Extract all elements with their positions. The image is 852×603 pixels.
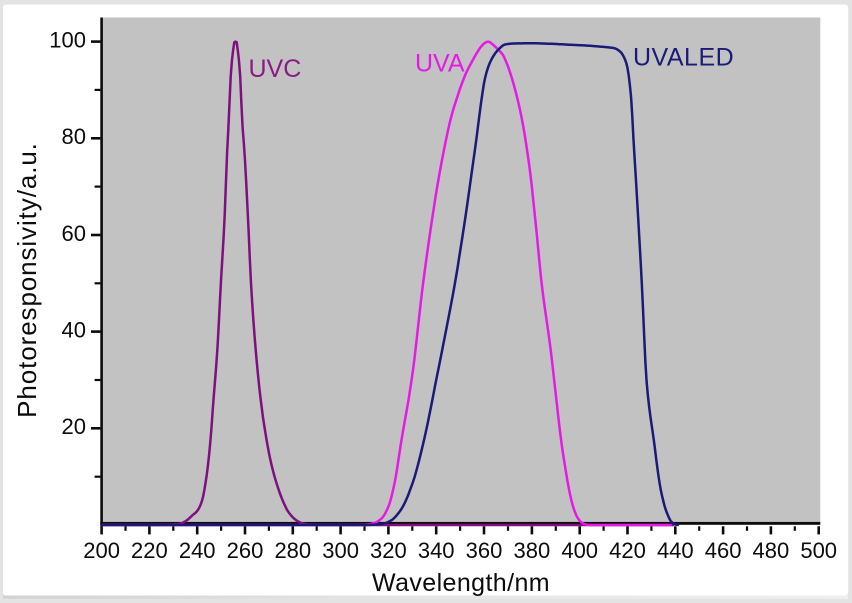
svg-text:440: 440 — [657, 538, 694, 563]
svg-text:360: 360 — [466, 538, 503, 563]
svg-text:420: 420 — [609, 538, 646, 563]
svg-text:UVC: UVC — [249, 55, 302, 83]
svg-text:500: 500 — [800, 538, 837, 563]
svg-text:Photoresponsivity/a.u.: Photoresponsivity/a.u. — [12, 142, 42, 418]
svg-text:300: 300 — [322, 538, 359, 563]
svg-text:20: 20 — [62, 414, 86, 439]
svg-text:340: 340 — [418, 538, 455, 563]
svg-text:380: 380 — [514, 538, 551, 563]
svg-text:UVA: UVA — [415, 50, 465, 78]
svg-text:320: 320 — [370, 538, 407, 563]
svg-text:80: 80 — [62, 124, 86, 149]
svg-text:UVALED: UVALED — [633, 44, 734, 72]
svg-text:100: 100 — [49, 27, 86, 52]
svg-text:480: 480 — [753, 538, 790, 563]
svg-text:460: 460 — [705, 538, 742, 563]
svg-text:40: 40 — [62, 317, 86, 342]
svg-text:240: 240 — [179, 538, 216, 563]
svg-text:200: 200 — [83, 538, 120, 563]
svg-text:400: 400 — [561, 538, 598, 563]
svg-text:260: 260 — [227, 538, 264, 563]
svg-text:280: 280 — [274, 538, 311, 563]
svg-text:60: 60 — [62, 221, 86, 246]
svg-text:Wavelength/nm: Wavelength/nm — [372, 569, 550, 597]
svg-text:220: 220 — [131, 538, 168, 563]
